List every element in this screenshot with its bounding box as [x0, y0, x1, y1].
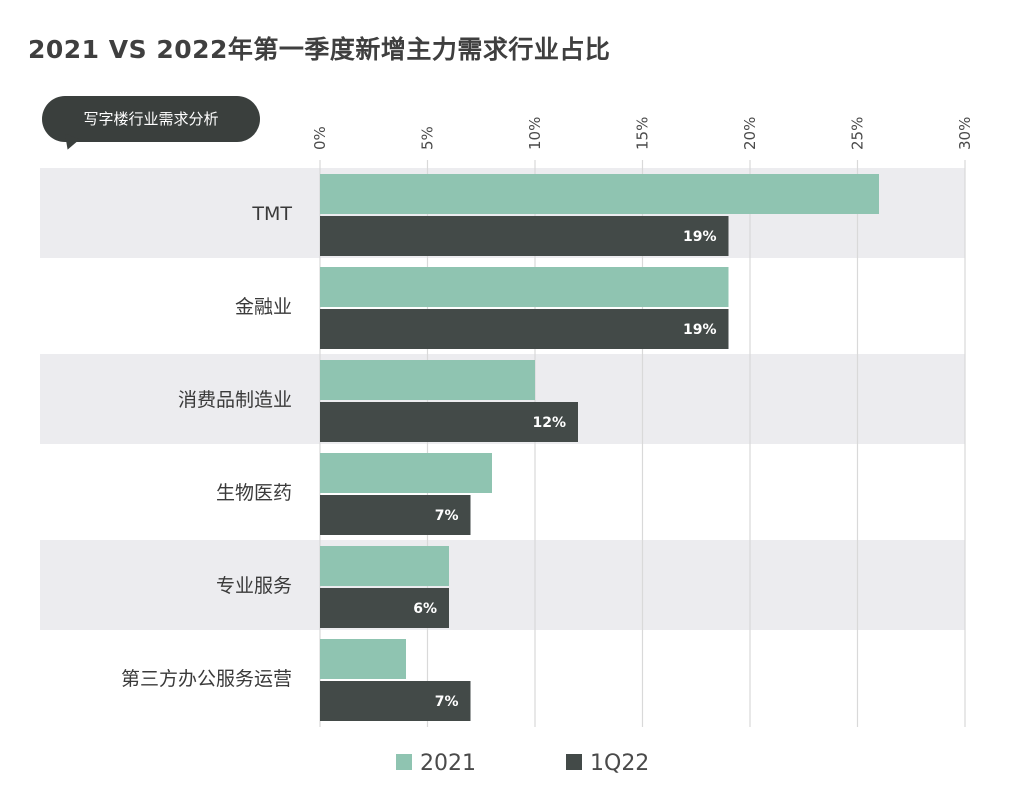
bar-1q22 — [320, 309, 729, 349]
bar-1q22 — [320, 402, 578, 442]
x-tick-label: 0% — [311, 126, 329, 150]
legend-swatch-2021 — [396, 754, 412, 770]
bar-1q22-label: 7% — [435, 508, 459, 524]
subtitle-badge: 写字楼行业需求分析 — [42, 96, 260, 142]
x-tick-label: 5% — [419, 126, 437, 150]
bar-2021 — [320, 360, 535, 400]
bar-2021 — [320, 174, 879, 214]
bar-1q22 — [320, 681, 471, 721]
category-label: 金融业 — [235, 296, 292, 318]
bar-1q22-label: 19% — [683, 229, 717, 245]
bar-1q22-label: 12% — [532, 415, 566, 431]
bar-1q22 — [320, 216, 729, 256]
category-label: TMT — [251, 203, 292, 225]
category-label: 专业服务 — [216, 575, 292, 597]
bar-1q22-label: 7% — [435, 694, 459, 710]
legend-swatch-1q22 — [566, 754, 582, 770]
bar-1q22-label: 19% — [683, 322, 717, 338]
bar-2021 — [320, 546, 449, 586]
category-label: 消费品制造业 — [178, 389, 292, 411]
x-tick-label: 25% — [849, 117, 867, 150]
x-tick-label: 30% — [956, 117, 974, 150]
category-band — [40, 540, 965, 630]
bar-2021 — [320, 267, 729, 307]
bar-2021 — [320, 453, 492, 493]
x-tick-label: 20% — [741, 117, 759, 150]
legend-label-2021: 2021 — [420, 751, 476, 776]
bar-1q22-label: 6% — [413, 601, 437, 617]
bar-1q22 — [320, 588, 449, 628]
x-tick-label: 15% — [634, 117, 652, 150]
category-label: 生物医药 — [216, 482, 292, 504]
legend-label-1q22: 1Q22 — [590, 751, 649, 776]
x-tick-label: 10% — [526, 117, 544, 150]
bar-2021 — [320, 639, 406, 679]
chart-title: 2021 VS 2022年第一季度新增主力需求行业占比 — [28, 35, 611, 64]
category-label: 第三方办公服务运营 — [121, 668, 292, 690]
bar-1q22 — [320, 495, 471, 535]
